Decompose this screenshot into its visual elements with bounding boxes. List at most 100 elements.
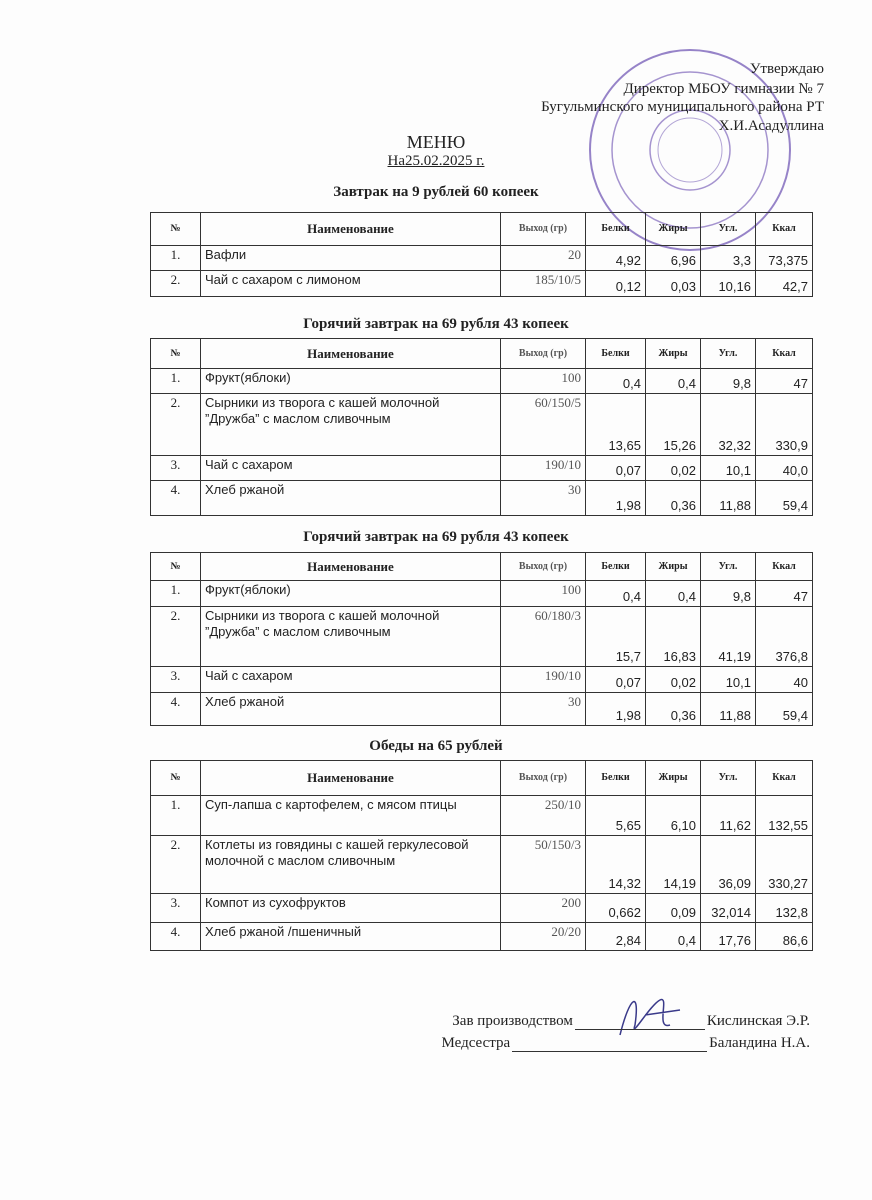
cell: 0,662 bbox=[585, 893, 646, 923]
cell: Фрукт(яблоки) bbox=[200, 368, 501, 394]
section-heading: Завтрак на 9 рублей 60 копеек bbox=[333, 184, 539, 200]
cell: 1,98 bbox=[585, 692, 646, 726]
cell: 0,03 bbox=[645, 270, 701, 297]
cell: 9,8 bbox=[700, 368, 756, 394]
cell: Чай с сахаром с лимоном bbox=[200, 270, 501, 297]
cell: 10,1 bbox=[700, 455, 756, 481]
cell: 60/150/5 bbox=[500, 393, 586, 456]
cell: 0,07 bbox=[585, 666, 646, 693]
cell: 376,8 bbox=[755, 606, 813, 667]
signature-line: Медсестра Баландина Н.А. bbox=[441, 1035, 810, 1052]
cell: 200 bbox=[500, 893, 586, 923]
column-header: Жиры bbox=[645, 760, 701, 796]
column-header: Белки bbox=[585, 212, 646, 246]
cell: Хлеб ржаной bbox=[200, 480, 501, 516]
cell: 3. bbox=[150, 666, 201, 693]
column-header: Ккал bbox=[755, 338, 813, 369]
cell: 30 bbox=[500, 480, 586, 516]
column-header: Жиры bbox=[645, 338, 701, 369]
cell: 1. bbox=[150, 795, 201, 836]
cell: 0,4 bbox=[645, 368, 701, 394]
cell: 5,65 bbox=[585, 795, 646, 836]
menu-table: № Наименование Выход (гр) Белки Жиры Угл. Ккал… bbox=[150, 212, 813, 297]
column-header: Угл. bbox=[700, 760, 756, 796]
header-row: № Наименование Выход (гр) Белки Жиры Угл. Ккал bbox=[150, 338, 813, 369]
cell: 2. bbox=[150, 606, 201, 667]
approval-line: Директор МБОУ гимназии № 7 bbox=[623, 81, 824, 97]
cell: 0,07 bbox=[585, 455, 646, 481]
column-header: Угл. bbox=[700, 552, 756, 581]
cell: Хлеб ржаной bbox=[200, 692, 501, 726]
column-header: № bbox=[150, 552, 201, 581]
cell: 6,96 bbox=[645, 245, 701, 271]
cell: 100 bbox=[500, 580, 586, 607]
cell: 2. bbox=[150, 393, 201, 456]
signature-scribble bbox=[619, 998, 681, 1036]
menu-table: № Наименование Выход (гр) Белки Жиры Угл. Ккал… bbox=[150, 760, 813, 951]
cell: 11,88 bbox=[700, 692, 756, 726]
column-header: Белки bbox=[585, 552, 646, 581]
cell: 47 bbox=[755, 368, 813, 394]
cell: 1,98 bbox=[585, 480, 646, 516]
cell: 30 bbox=[500, 692, 586, 726]
signature-blank bbox=[574, 1015, 705, 1030]
cell: 330,9 bbox=[755, 393, 813, 456]
cell: Сырники из творога с кашей молочной ”Дру… bbox=[200, 606, 501, 667]
cell: 60/180/3 bbox=[500, 606, 586, 667]
section-heading: Обеды на 65 рублей bbox=[369, 738, 503, 754]
column-header: Белки bbox=[585, 760, 646, 796]
cell: 2,84 bbox=[585, 922, 646, 951]
cell: 42,7 bbox=[755, 270, 813, 297]
cell: 190/10 bbox=[500, 455, 586, 481]
menu-row: 4. Хлеб ржаной 30 1,98 0,36 11,88 59,4 bbox=[150, 480, 813, 516]
column-header: Наименование bbox=[200, 212, 501, 246]
cell: 0,4 bbox=[645, 922, 701, 951]
cell: 16,83 bbox=[645, 606, 701, 667]
cell: 1. bbox=[150, 368, 201, 394]
cell: 0,4 bbox=[585, 580, 646, 607]
column-header: Жиры bbox=[645, 212, 701, 246]
column-header: Выход (гр) bbox=[500, 552, 586, 581]
menu-row: 1. Вафли 20 4,92 6,96 3,3 73,375 bbox=[150, 245, 813, 271]
cell: 4. bbox=[150, 692, 201, 726]
header-row: № Наименование Выход (гр) Белки Жиры Угл. Ккал bbox=[150, 552, 813, 581]
column-header: Выход (гр) bbox=[500, 760, 586, 796]
column-header: № bbox=[150, 338, 201, 369]
approval-line: Утверждаю bbox=[749, 61, 824, 77]
cell: Компот из сухофруктов bbox=[200, 893, 501, 923]
signature-name: Баландина Н.А. bbox=[709, 1035, 810, 1051]
cell: Чай с сахаром bbox=[200, 666, 501, 693]
column-header: Выход (гр) bbox=[500, 338, 586, 369]
column-header: Жиры bbox=[645, 552, 701, 581]
column-header: Белки bbox=[585, 338, 646, 369]
cell: 4. bbox=[150, 480, 201, 516]
cell: Котлеты из говядины с кашей геркулесовой… bbox=[200, 835, 501, 894]
cell: 132,8 bbox=[755, 893, 813, 923]
cell: 250/10 bbox=[500, 795, 586, 836]
cell: 20/20 bbox=[500, 922, 586, 951]
signature-role: Медсестра bbox=[441, 1035, 511, 1051]
column-header: Угл. bbox=[700, 338, 756, 369]
cell: 36,09 bbox=[700, 835, 756, 894]
cell: 40,0 bbox=[755, 455, 813, 481]
cell: 4. bbox=[150, 922, 201, 951]
cell: 59,4 bbox=[755, 692, 813, 726]
cell: 20 bbox=[500, 245, 586, 271]
cell: 3,3 bbox=[700, 245, 756, 271]
cell: 0,02 bbox=[645, 455, 701, 481]
column-header: № bbox=[150, 760, 201, 796]
cell: 0,4 bbox=[585, 368, 646, 394]
menu-row: 2. Сырники из творога с кашей молочной ”Д… bbox=[150, 393, 813, 456]
cell: 2. bbox=[150, 270, 201, 297]
cell: Вафли bbox=[200, 245, 501, 271]
menu-table: № Наименование Выход (гр) Белки Жиры Угл. Ккал… bbox=[150, 552, 813, 726]
cell: Хлеб ржаной /пшеничный bbox=[200, 922, 501, 951]
cell: 32,014 bbox=[700, 893, 756, 923]
column-header: Наименование bbox=[200, 338, 501, 369]
cell: 10,16 bbox=[700, 270, 756, 297]
menu-row: 3. Компот из сухофруктов 200 0,662 0,09 32,01… bbox=[150, 893, 813, 923]
cell: 14,19 bbox=[645, 835, 701, 894]
cell: 15,26 bbox=[645, 393, 701, 456]
column-header: Ккал bbox=[755, 552, 813, 581]
